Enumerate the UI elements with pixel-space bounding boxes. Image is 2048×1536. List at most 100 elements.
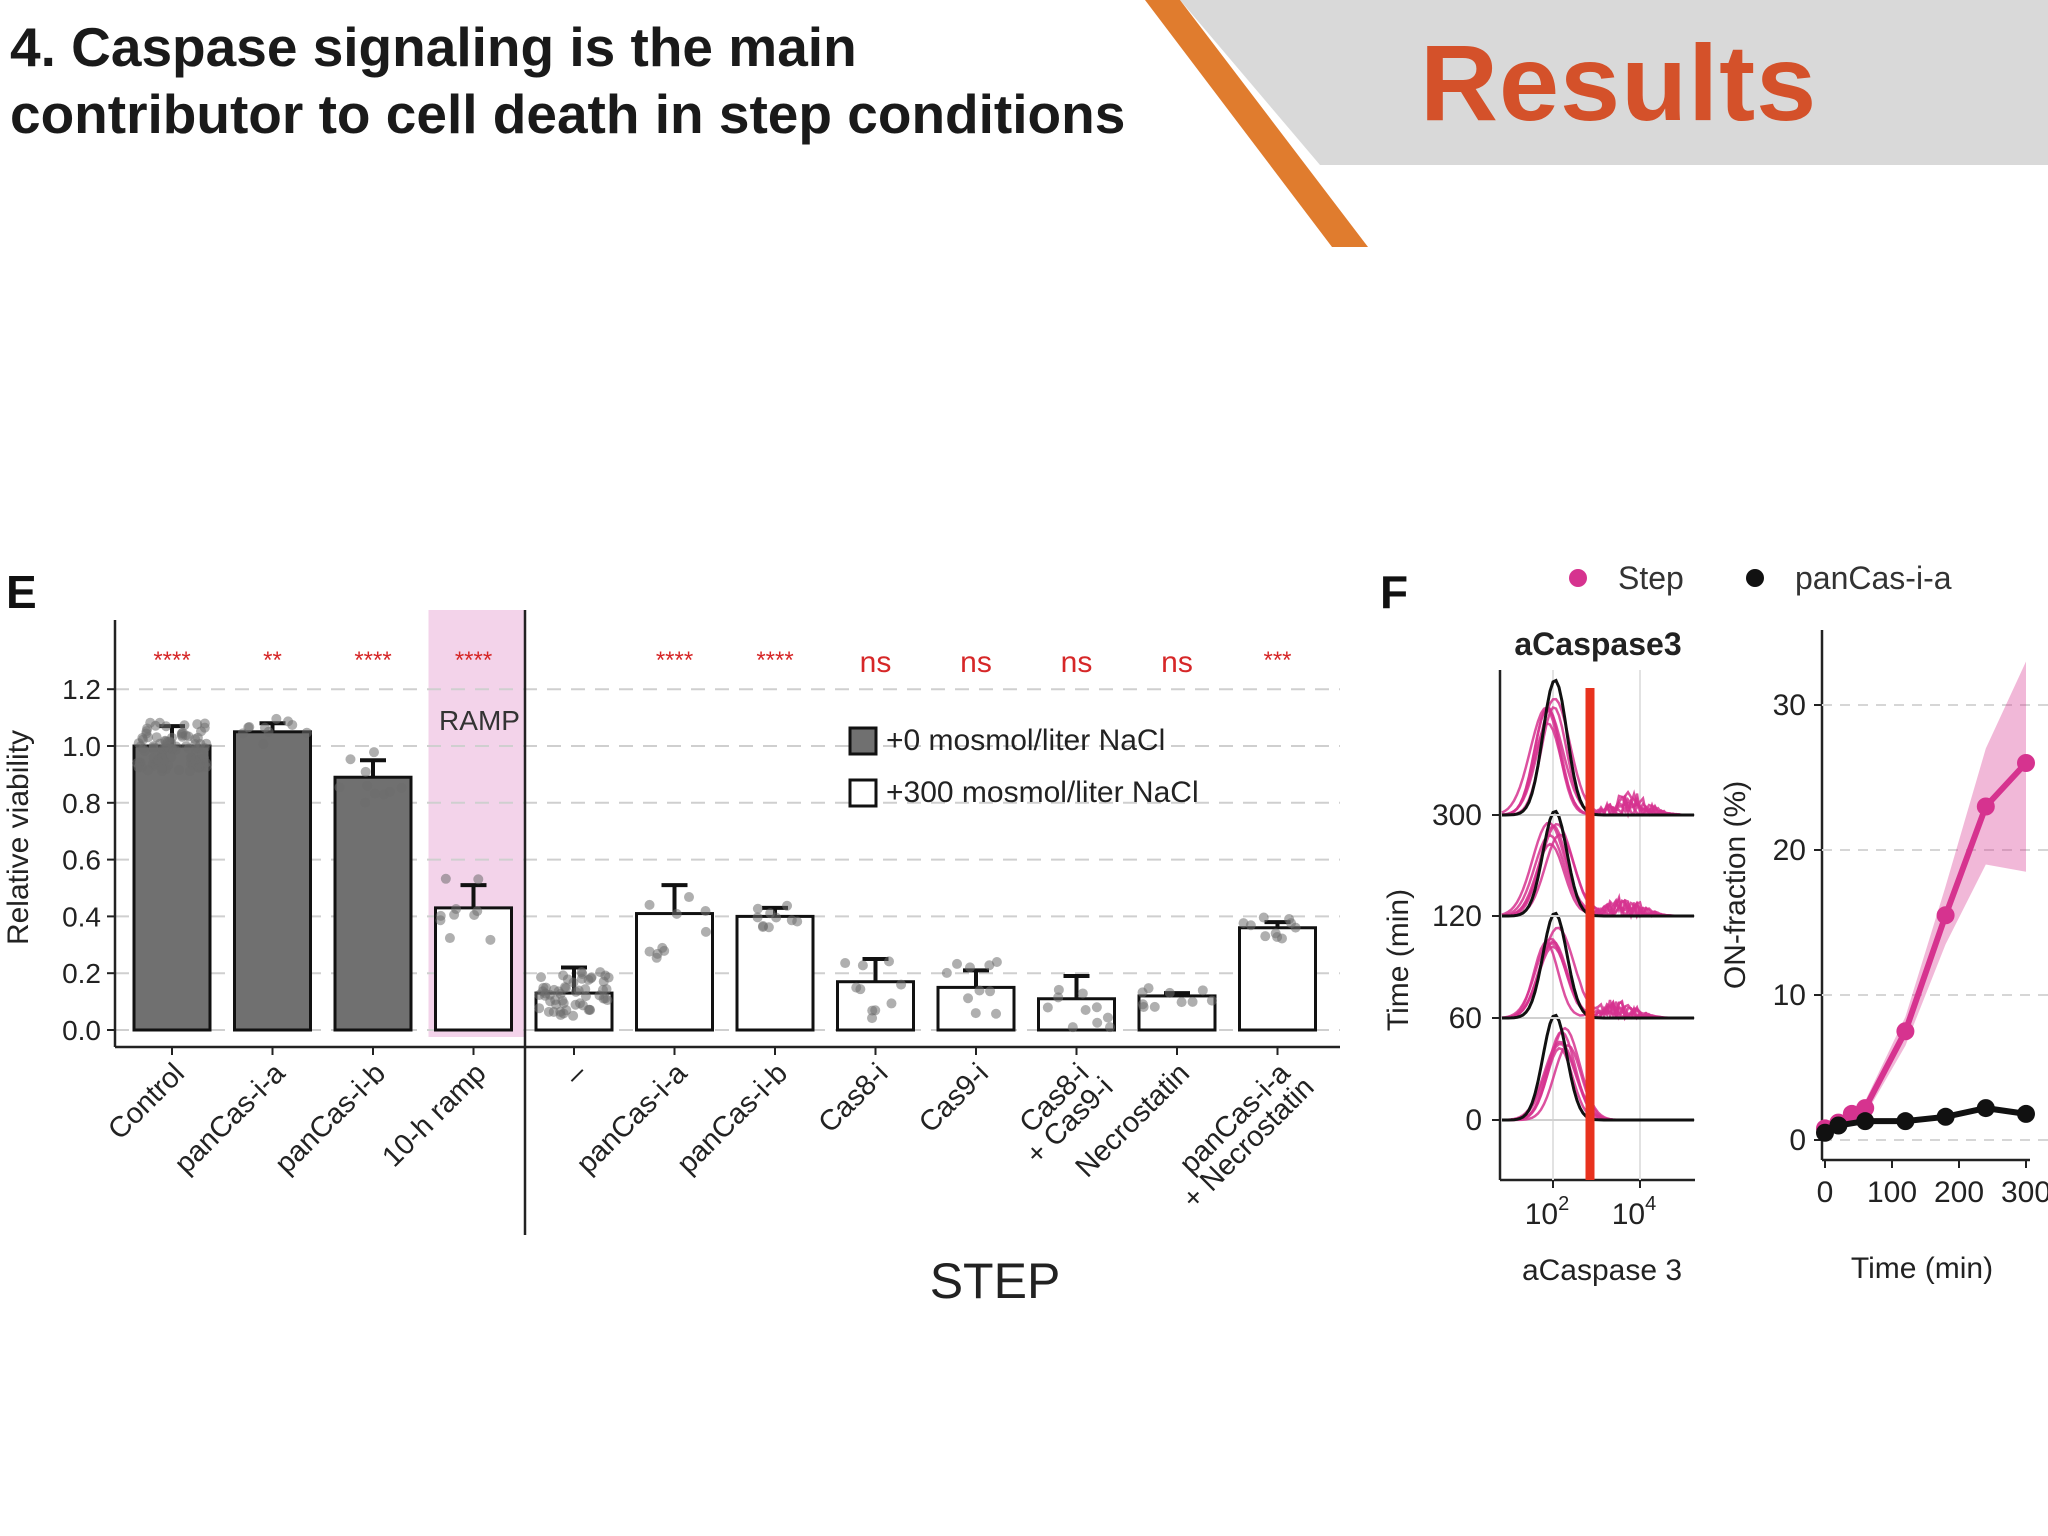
- series-point-1: [1896, 1112, 1915, 1131]
- data-point: [536, 972, 547, 983]
- line-x-tick-label: 100: [1867, 1176, 1917, 1209]
- data-point: [1053, 984, 1064, 995]
- series-point-1: [1816, 1123, 1834, 1142]
- histogram-x-tick-label: 104: [1612, 1193, 1657, 1231]
- panel-f: F Step panCas-i-a aCaspase3 102 104 aCaspase 3…: [1380, 560, 2048, 1287]
- histogram-curve-pancas: [1502, 678, 1694, 817]
- slide-title-line-2: contributor to cell death in step condit…: [10, 83, 1126, 145]
- data-point: [985, 986, 996, 997]
- y-tick-label: 0.2: [62, 958, 101, 989]
- data-point: [602, 995, 613, 1006]
- data-point: [896, 979, 907, 990]
- data-point: [166, 732, 177, 743]
- data-point: [334, 782, 345, 793]
- data-point: [360, 797, 371, 808]
- data-point: [301, 727, 312, 738]
- series-point-0: [1976, 797, 1995, 816]
- significance-label: ****: [153, 647, 190, 674]
- data-point: [283, 716, 294, 727]
- significance-label: ****: [455, 647, 492, 674]
- data-point: [580, 991, 591, 1002]
- data-point: [765, 908, 776, 919]
- data-point: [991, 1008, 1002, 1019]
- legend-swatch: [848, 778, 878, 808]
- figure: E RAMP 0.0 0.2 0.4 0.6 0.8 1.0 1.2 Relative viabi…: [2, 560, 2048, 1309]
- series-point-0: [2017, 754, 2035, 772]
- data-point: [752, 912, 763, 923]
- y-axis-label: Relative viability: [2, 730, 35, 945]
- x-axis-label: STEP: [930, 1253, 1061, 1309]
- x-tick-label: panCas-i-b: [269, 1057, 392, 1180]
- data-point: [884, 956, 895, 967]
- data-point: [396, 782, 407, 793]
- data-point: [684, 892, 695, 903]
- data-point: [440, 873, 451, 884]
- data-point: [963, 993, 974, 1004]
- histogram-y-label: Time (min): [1382, 889, 1415, 1031]
- data-point: [1284, 914, 1295, 925]
- y-tick-label: 0.0: [62, 1015, 101, 1046]
- panel-e: E RAMP 0.0 0.2 0.4 0.6 0.8 1.0 1.2 Relative viabi…: [2, 566, 1340, 1309]
- data-point: [369, 788, 380, 799]
- data-point: [435, 910, 446, 921]
- bar: [233, 730, 312, 1032]
- data-point: [644, 946, 655, 957]
- data-point: [603, 972, 614, 983]
- legend-label: panCas-i-a: [1795, 560, 1952, 596]
- data-point: [538, 982, 549, 993]
- banner-accent-stripe: [1145, 0, 1368, 247]
- legend-label: +300 mosmol/liter NaCl: [886, 776, 1199, 809]
- significance-label: ****: [656, 647, 693, 674]
- data-point: [485, 934, 496, 945]
- x-tick-label: Control: [102, 1057, 191, 1146]
- data-point: [179, 720, 190, 731]
- significance-label: ns: [960, 646, 992, 679]
- data-point: [786, 915, 797, 926]
- x-tick-label: Cas8-i: [813, 1057, 895, 1139]
- data-point: [555, 1009, 566, 1020]
- data-point: [595, 967, 606, 978]
- data-point: [570, 986, 581, 997]
- x-tick-label: Cas9-i: [913, 1057, 995, 1139]
- series-point-1: [2017, 1104, 2035, 1123]
- x-tick-label: 10-h ramp: [376, 1057, 492, 1173]
- line-x-tick-label: 300: [2001, 1176, 2048, 1209]
- data-point: [1187, 996, 1198, 1007]
- y-tick-label: 1.0: [62, 731, 101, 762]
- data-point: [345, 754, 356, 765]
- data-point: [1258, 912, 1269, 923]
- x-tick-label: panCas-i-b: [671, 1057, 794, 1180]
- histogram-x-tick-label: 102: [1525, 1193, 1570, 1231]
- data-point: [659, 945, 670, 956]
- x-tick-label: –: [559, 1057, 594, 1092]
- y-tick-label: 0.4: [62, 901, 101, 932]
- data-point: [543, 1006, 554, 1017]
- data-point: [1104, 1022, 1115, 1033]
- data-point: [1138, 1001, 1149, 1012]
- significance-label: ns: [860, 646, 892, 679]
- data-point: [1091, 1002, 1102, 1013]
- data-point: [952, 958, 963, 969]
- banner-gray-panel: [1180, 0, 2048, 165]
- data-point: [161, 739, 172, 750]
- histogram-y-tick-label: 300: [1432, 799, 1482, 832]
- data-point: [576, 973, 587, 984]
- data-point: [752, 903, 763, 914]
- data-point: [194, 760, 205, 771]
- data-point: [184, 766, 195, 777]
- data-point: [1164, 987, 1175, 998]
- panel-f-letter: F: [1380, 566, 1408, 618]
- data-point: [970, 1008, 981, 1019]
- data-point: [886, 998, 897, 1009]
- histogram-title: aCaspase3: [1514, 626, 1681, 662]
- data-point: [190, 734, 201, 745]
- series-point-0: [1856, 1099, 1875, 1118]
- data-point: [444, 933, 455, 944]
- series-point-1: [1976, 1099, 1995, 1118]
- slide-title-line-1: 4. Caspase signaling is the main: [10, 16, 857, 78]
- histogram-curve-pancas: [1502, 911, 1694, 1020]
- data-point: [700, 906, 711, 917]
- series-band-0: [1825, 661, 2026, 1133]
- data-point: [941, 967, 952, 978]
- histogram-curve-pancas: [1502, 809, 1694, 918]
